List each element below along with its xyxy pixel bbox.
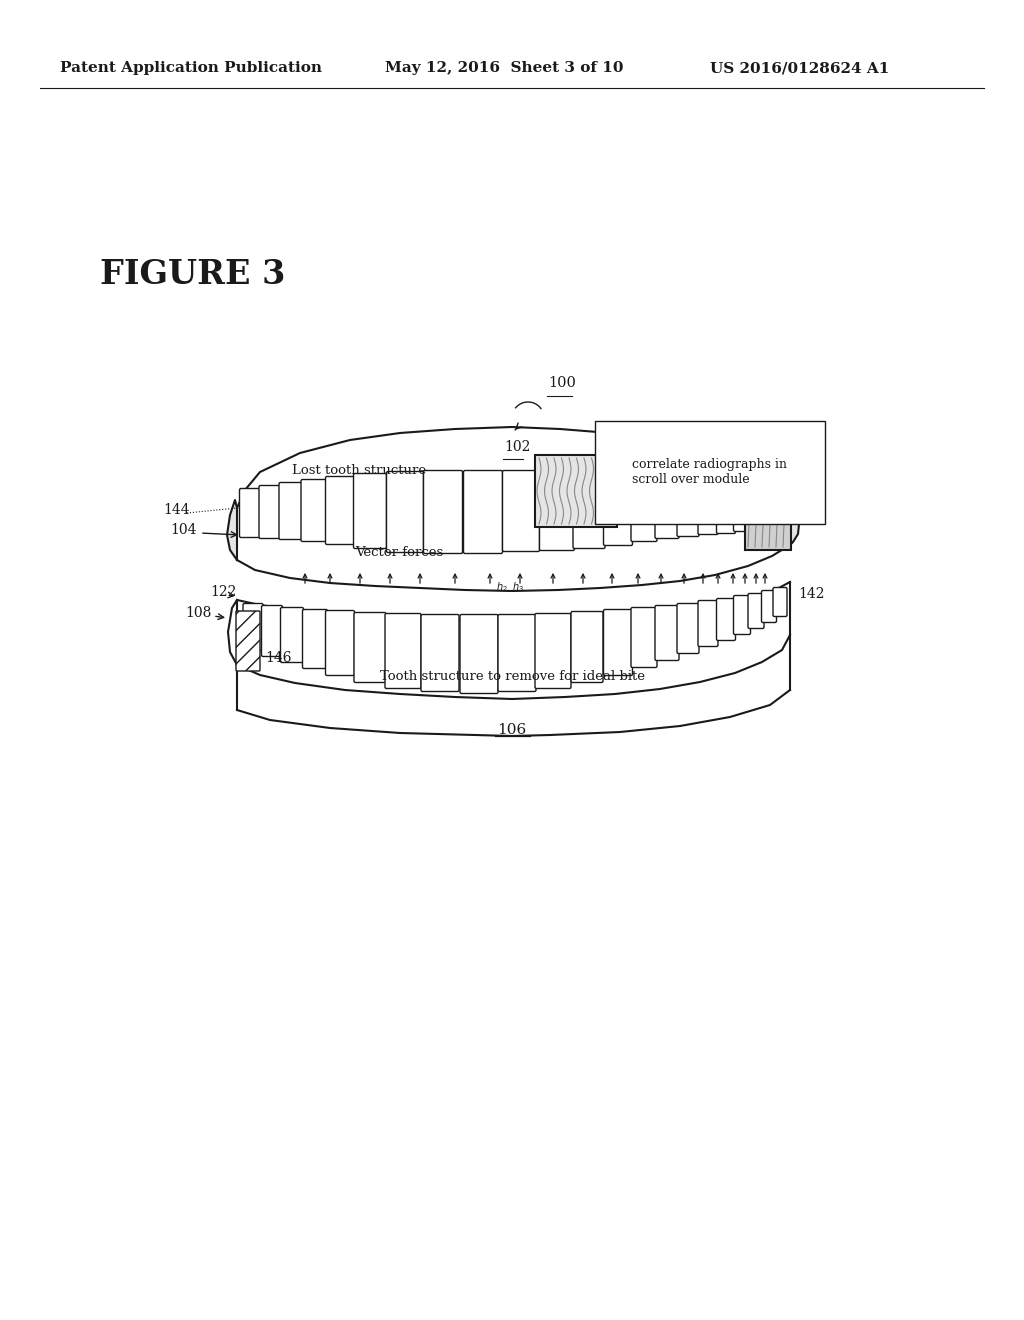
Text: $h_3$: $h_3$: [512, 579, 524, 594]
FancyBboxPatch shape: [464, 470, 503, 553]
Text: 100: 100: [548, 376, 575, 389]
FancyBboxPatch shape: [281, 607, 303, 663]
Text: 108: 108: [185, 606, 211, 620]
FancyBboxPatch shape: [698, 487, 718, 535]
Text: 146: 146: [265, 651, 292, 665]
FancyBboxPatch shape: [631, 607, 657, 668]
Text: Lost tooth structure: Lost tooth structure: [292, 463, 426, 477]
FancyBboxPatch shape: [631, 479, 657, 541]
FancyBboxPatch shape: [259, 486, 281, 539]
FancyBboxPatch shape: [503, 470, 540, 552]
FancyBboxPatch shape: [301, 479, 327, 541]
Bar: [535, 455, 617, 527]
FancyBboxPatch shape: [748, 495, 764, 531]
FancyBboxPatch shape: [717, 598, 735, 640]
Polygon shape: [790, 498, 800, 545]
FancyBboxPatch shape: [571, 611, 603, 682]
Text: 102: 102: [504, 440, 530, 454]
FancyBboxPatch shape: [762, 590, 776, 623]
FancyBboxPatch shape: [279, 483, 303, 540]
FancyBboxPatch shape: [353, 474, 386, 549]
FancyBboxPatch shape: [385, 614, 421, 689]
FancyBboxPatch shape: [421, 615, 459, 692]
FancyBboxPatch shape: [240, 488, 260, 537]
Text: May 12, 2016  Sheet 3 of 10: May 12, 2016 Sheet 3 of 10: [385, 61, 624, 75]
FancyBboxPatch shape: [302, 610, 328, 668]
FancyBboxPatch shape: [698, 601, 718, 647]
Bar: [745, 498, 791, 550]
Text: Patent Application Publication: Patent Application Publication: [60, 61, 322, 75]
Text: 144: 144: [163, 503, 189, 517]
Text: 142: 142: [798, 587, 824, 601]
FancyBboxPatch shape: [236, 611, 260, 671]
Text: Vector forces: Vector forces: [355, 545, 443, 558]
Text: Tooth structure to remove for ideal bite: Tooth structure to remove for ideal bite: [380, 669, 644, 682]
FancyBboxPatch shape: [773, 587, 787, 616]
FancyBboxPatch shape: [326, 477, 354, 544]
FancyBboxPatch shape: [717, 491, 735, 533]
FancyBboxPatch shape: [261, 606, 283, 656]
FancyBboxPatch shape: [733, 595, 751, 635]
FancyBboxPatch shape: [733, 492, 751, 532]
Text: US 2016/0128624 A1: US 2016/0128624 A1: [710, 61, 890, 75]
FancyBboxPatch shape: [540, 471, 574, 550]
Text: $h_2$: $h_2$: [496, 579, 508, 594]
FancyBboxPatch shape: [535, 614, 571, 689]
FancyBboxPatch shape: [603, 475, 633, 545]
FancyBboxPatch shape: [677, 484, 699, 536]
FancyBboxPatch shape: [748, 594, 764, 628]
Text: 104: 104: [170, 523, 197, 537]
FancyBboxPatch shape: [424, 470, 463, 553]
FancyBboxPatch shape: [655, 482, 679, 539]
FancyBboxPatch shape: [243, 603, 263, 651]
FancyBboxPatch shape: [773, 500, 787, 529]
Text: 106: 106: [498, 723, 526, 737]
Text: correlate radiographs in
scroll over module: correlate radiographs in scroll over mod…: [632, 458, 787, 486]
FancyBboxPatch shape: [603, 610, 633, 676]
FancyBboxPatch shape: [354, 612, 386, 682]
Text: 122: 122: [210, 585, 237, 599]
FancyBboxPatch shape: [326, 610, 354, 676]
FancyBboxPatch shape: [762, 498, 776, 529]
FancyBboxPatch shape: [386, 471, 424, 553]
FancyBboxPatch shape: [655, 606, 679, 660]
FancyBboxPatch shape: [573, 474, 605, 549]
Polygon shape: [227, 500, 237, 560]
FancyBboxPatch shape: [677, 603, 699, 653]
FancyBboxPatch shape: [460, 615, 498, 693]
FancyBboxPatch shape: [498, 615, 536, 692]
Text: FIGURE 3: FIGURE 3: [100, 259, 286, 292]
